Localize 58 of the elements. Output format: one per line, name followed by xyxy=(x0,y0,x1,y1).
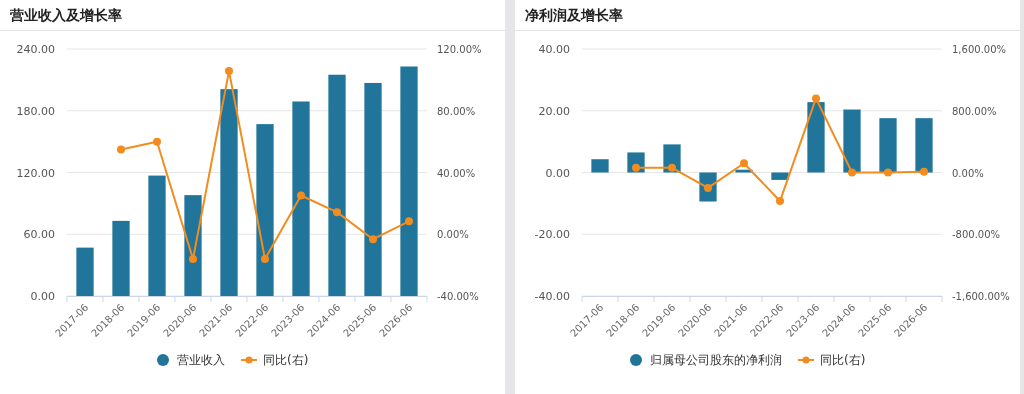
point xyxy=(776,197,784,206)
point xyxy=(153,137,161,146)
bar xyxy=(400,66,418,296)
y2-tick-label: -40.00% xyxy=(437,291,479,302)
chart-title: 净利润及增长率 xyxy=(525,7,623,23)
bar xyxy=(915,118,933,173)
y-tick-label: 120.00 xyxy=(16,166,55,180)
bar xyxy=(843,109,861,173)
point xyxy=(632,163,640,172)
y-tick-label: 240.00 xyxy=(16,43,55,56)
y2-tick-label: 0.00% xyxy=(437,229,469,241)
y2-tick-label: -1,600.00% xyxy=(952,291,1010,302)
bar xyxy=(112,220,130,296)
legend-label: 营业收入 xyxy=(177,353,225,367)
bar xyxy=(591,159,609,173)
point xyxy=(333,208,341,217)
y-tick-label: 20.00 xyxy=(538,104,570,118)
y2-tick-label: 800.00% xyxy=(952,105,997,117)
y2-tick-label: 120.00% xyxy=(437,44,482,55)
y-tick-label: 180.00 xyxy=(16,104,55,118)
point xyxy=(261,254,269,263)
bar xyxy=(76,247,94,296)
y2-tick-label: 0.00% xyxy=(952,167,984,179)
y2-tick-label: -800.00% xyxy=(952,229,1001,241)
bar xyxy=(220,89,238,296)
chart-title: 营业收入及增长率 xyxy=(9,7,122,23)
bar xyxy=(292,101,310,296)
y2-tick-label: 40.00% xyxy=(437,167,476,179)
bar xyxy=(328,74,346,296)
point xyxy=(668,163,676,172)
legend-label: 归属母公司股东的净利润 xyxy=(650,353,782,367)
y-tick-label: 40.00 xyxy=(538,43,570,56)
y2-tick-label: 1,600.00% xyxy=(952,44,1007,55)
point xyxy=(369,235,377,244)
y-tick-label: 0.00 xyxy=(545,166,570,180)
y2-tick-label: 80.00% xyxy=(437,105,476,117)
legend-label: 同比(右) xyxy=(263,353,309,367)
point xyxy=(189,254,197,263)
y-tick-label: 60.00 xyxy=(23,228,55,242)
point xyxy=(117,145,125,154)
point xyxy=(405,217,413,226)
bar xyxy=(879,118,897,173)
y-tick-label: -40.00 xyxy=(534,290,570,303)
point xyxy=(884,168,892,177)
point xyxy=(848,168,856,177)
point xyxy=(297,191,305,200)
point xyxy=(920,167,928,176)
point xyxy=(225,67,233,76)
bar xyxy=(807,102,825,173)
legend-label: 同比(右) xyxy=(820,353,866,367)
y-tick-label: 0.00 xyxy=(30,290,55,303)
y-tick-label: -20.00 xyxy=(534,228,570,242)
bar xyxy=(771,172,789,180)
point xyxy=(812,94,820,103)
bar xyxy=(148,175,166,296)
bar xyxy=(256,124,274,296)
point xyxy=(740,159,748,168)
bar xyxy=(364,82,382,296)
